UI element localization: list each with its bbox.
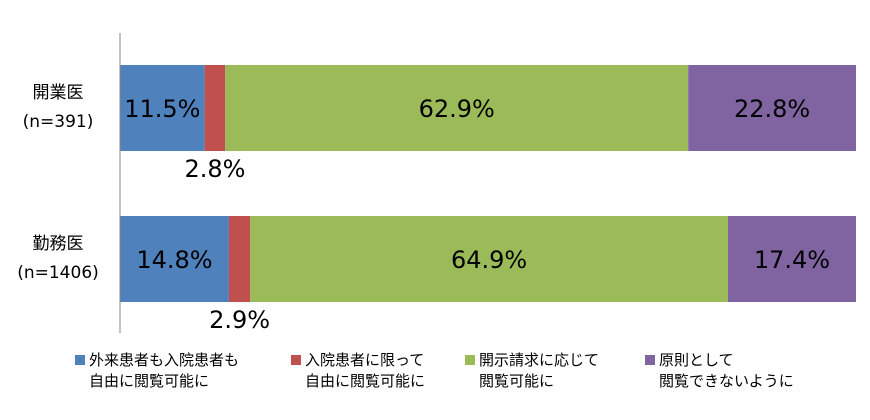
legend-item-outpatient-inpatient-free: 外来患者も入院患者も 自由に閲覧可能に [75, 350, 239, 392]
bar-segment [204, 65, 226, 151]
bar-segment [120, 216, 229, 302]
legend: 外来患者も入院患者も 自由に閲覧可能に 入院患者に限って 自由に閲覧可能に 開示… [75, 350, 865, 410]
bar-segment [688, 65, 856, 151]
legend-swatch [645, 355, 655, 365]
legend-label: 入院患者に限って 自由に閲覧可能に [305, 351, 426, 390]
stacked-bar-chart: 開業医 (n=391) 11.5% 2.8% 62.9% 22.8% 勤務医 (n=1406)… [17, 33, 856, 334]
data-label: 22.8% [734, 95, 810, 123]
bar-segment [120, 65, 205, 151]
legend-swatch [465, 355, 475, 365]
legend-label: 原則として 閲覧できないように [659, 351, 794, 390]
bar-segment [225, 65, 689, 151]
legend-item-not-viewable: 原則として 閲覧できないように [645, 350, 794, 392]
legend-swatch [75, 355, 85, 365]
legend-item-inpatient-only-free: 入院患者に限って 自由に閲覧可能に [291, 350, 425, 392]
data-label: 17.4% [754, 246, 830, 274]
data-label: 64.9% [451, 246, 527, 274]
legend-label: 外来患者も入院患者も 自由に閲覧可能に [89, 351, 240, 390]
data-label: 14.8% [136, 246, 212, 274]
bar-segment [727, 216, 856, 302]
category-label: 開業医 [33, 83, 84, 103]
bar-segment [228, 216, 251, 302]
data-label: 2.8% [184, 155, 245, 183]
legend-swatch [291, 355, 301, 365]
data-label: 2.9% [209, 306, 270, 334]
data-label: 62.9% [419, 95, 495, 123]
category-n-label: (n=391) [23, 112, 94, 132]
legend-label: 開示請求に応じて 閲覧可能に [479, 351, 600, 390]
legend-item-on-disclosure-request: 開示請求に応じて 閲覧可能に [465, 350, 599, 392]
data-label: 11.5% [124, 95, 200, 123]
bar-segment [250, 216, 728, 302]
category-n-label: (n=1406) [17, 263, 99, 283]
category-label: 勤務医 [33, 234, 84, 254]
